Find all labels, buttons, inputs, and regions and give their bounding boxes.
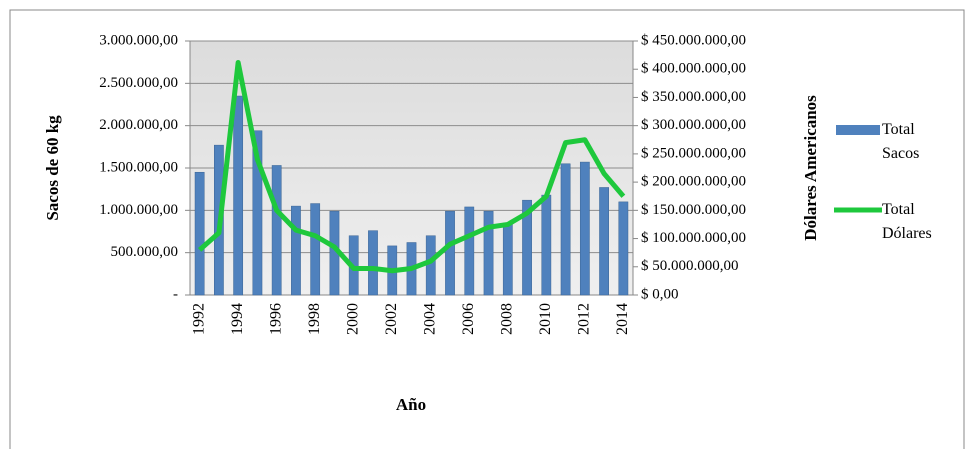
x-axis-title: Año xyxy=(396,395,426,414)
bar xyxy=(618,201,629,296)
x-tick-label: 1998 xyxy=(306,303,323,335)
bar xyxy=(579,161,590,296)
y2-tick-label: $ 50.000.000,00 xyxy=(641,258,739,274)
bar xyxy=(541,194,552,296)
bar xyxy=(464,206,475,296)
bar xyxy=(368,230,378,296)
y-tick-label: 1.000.000,00 xyxy=(99,202,178,218)
y2-tick-label: $ 400.000.000,00 xyxy=(641,61,746,77)
bar xyxy=(194,171,205,296)
bar xyxy=(252,130,263,296)
x-tick-label: 1992 xyxy=(190,303,207,335)
x-tick-label: 2010 xyxy=(537,303,554,335)
line xyxy=(197,59,626,274)
legend-text: Total Dólares xyxy=(882,201,932,242)
x-tick-label: 2008 xyxy=(498,303,515,335)
bar xyxy=(522,199,532,296)
y-tick-label: 1.500.000,00 xyxy=(99,159,178,175)
y2-tick-label: $ 300.000.000,00 xyxy=(641,117,746,133)
x-tick-label: 1996 xyxy=(267,303,284,335)
y-tick-label: 2.000.000,00 xyxy=(99,117,178,133)
bar xyxy=(233,95,244,296)
x-tick-label: 2000 xyxy=(344,303,361,335)
x-tick-label: 2014 xyxy=(614,303,631,335)
y2-tick-label: $ 100.000.000,00 xyxy=(641,230,746,246)
y2-tick-label: $ 450.000.000,00 xyxy=(641,32,746,48)
legend-label: Total Sacos xyxy=(882,121,920,162)
y2-tick-label: $ 150.000.000,00 xyxy=(641,202,746,218)
bar xyxy=(310,203,321,296)
bar xyxy=(425,235,436,296)
y2-tick-label: $ 350.000.000,00 xyxy=(641,89,746,105)
legend: Total Sacos Total Dólares xyxy=(834,121,932,242)
y2-axis-title: Dólares Americanos xyxy=(801,95,820,241)
bar xyxy=(560,163,571,296)
bar xyxy=(271,165,282,296)
x-tick-label: 2004 xyxy=(421,303,438,335)
y-tick-label: 500.000,00 xyxy=(111,244,179,260)
bar xyxy=(502,222,513,296)
bar xyxy=(291,205,301,296)
x-tick-label: 2012 xyxy=(576,303,593,335)
y2-tick-label: $ 250.000.000,00 xyxy=(641,145,746,161)
legend-text: Total Sacos xyxy=(882,121,920,162)
y2-tick-label: $ 200.000.000,00 xyxy=(641,174,746,190)
legend-label: Total Dólares xyxy=(882,201,932,242)
legend-swatch xyxy=(836,125,880,135)
y-tick-label: - xyxy=(173,286,178,302)
bar xyxy=(483,210,494,296)
bar xyxy=(599,187,609,296)
y-tick-label: 2.500.000,00 xyxy=(99,75,178,91)
bar xyxy=(445,210,455,296)
y2-tick-label: $ 0,00 xyxy=(641,286,679,302)
x-tick-label: 2006 xyxy=(460,303,477,335)
y-axis-title: Sacos de 60 kg xyxy=(43,115,62,221)
y-tick-label: 3.000.000,00 xyxy=(99,32,178,48)
x-tick-label: 2002 xyxy=(383,303,400,335)
x-tick-label: 1994 xyxy=(229,303,246,335)
